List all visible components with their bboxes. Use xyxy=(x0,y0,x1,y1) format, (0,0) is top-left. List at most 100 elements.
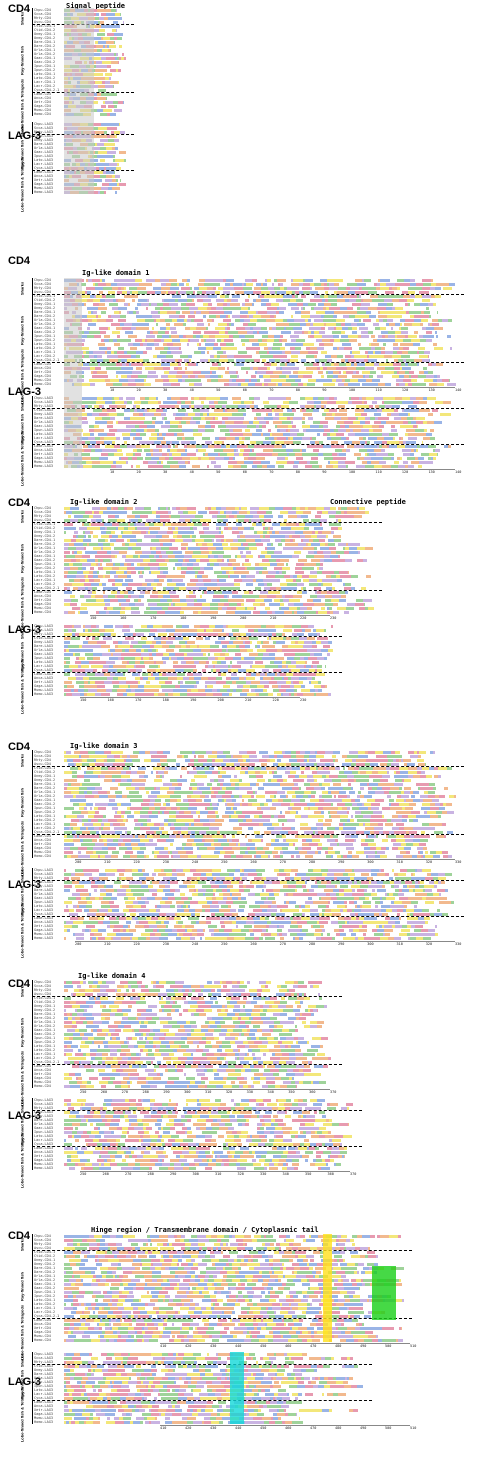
alignment-row: Lato-CD4-1 xyxy=(0,1298,480,1303)
sequence-residues xyxy=(64,648,333,653)
ruler-line xyxy=(160,1343,410,1344)
sequence-name: Mumu-LAG3 xyxy=(34,688,53,692)
sequence-residues xyxy=(64,1294,391,1299)
alignment-row: Lame-CD4 xyxy=(0,362,480,367)
sequence-residues xyxy=(64,1290,356,1295)
sequence-residues xyxy=(64,1126,329,1131)
group-divider xyxy=(32,1318,412,1319)
sequence-name: Cyca-CD4-2.1 xyxy=(34,1314,60,1318)
sequence-name: Lato-CD4-1 xyxy=(34,1044,56,1048)
sequence-name: Anca-CD4 xyxy=(34,838,51,842)
alignment-row: Xetr-LAG3 xyxy=(0,680,480,685)
alignment-row: Ascu-CD4 xyxy=(0,518,480,523)
sequence-name: Gaac-CD4-1 xyxy=(34,798,56,802)
ruler-tick-label: 20 xyxy=(136,388,141,392)
ruler-tick-label: 260 xyxy=(100,1090,108,1094)
sequence-residues xyxy=(64,900,454,905)
sequence-residues xyxy=(64,1000,303,1005)
species-group-bracket: Lobe-finned fish & Tetrapods xyxy=(14,1051,33,1106)
species-group-bracket: Sharks xyxy=(14,122,33,137)
ruler-tick-label: 50 xyxy=(216,388,221,392)
ruler-tick-label: 10 xyxy=(110,470,115,474)
sequence-residues xyxy=(64,1352,307,1357)
group-divider xyxy=(32,1110,362,1111)
alignment-row: Cyca-CD4-2.1 xyxy=(0,1314,480,1319)
sequence-residues xyxy=(64,374,448,379)
sequence-residues xyxy=(64,534,347,539)
sequence-name: Ctid-LAG3 xyxy=(34,636,53,640)
sequence-residues xyxy=(64,988,295,993)
alignment-row: Ipun-LAG3 xyxy=(0,656,480,661)
sequence-name: Lato-CD4-2 xyxy=(34,818,56,822)
sequence-name: Mumu-CD4 xyxy=(34,1334,51,1338)
sequence-residues xyxy=(64,456,436,461)
alignment-row: Chpu-LAG3 xyxy=(0,624,480,629)
ruler-tick-label: 370 xyxy=(350,1172,357,1176)
sequence-residues xyxy=(64,566,327,571)
alignment-row: Scca-LAG3 xyxy=(0,1102,480,1107)
sequence-residues xyxy=(64,932,438,937)
sequence-residues xyxy=(64,928,436,933)
alignment-row: Gaga-CD4 xyxy=(0,374,480,379)
species-group-bracket: Lobe-finned fish & Tetrapods xyxy=(14,1387,33,1442)
ruler-line xyxy=(80,1171,350,1172)
ruler-tick-label: 360 xyxy=(327,1172,334,1176)
sequence-name: Gaac-LAG3 xyxy=(34,1126,53,1130)
alignment-row: Lame-LAG3 xyxy=(0,1146,480,1151)
alignment-row: Ascu-CD4 xyxy=(0,290,480,295)
alignment-row: Homo-LAG3 xyxy=(0,1420,480,1425)
alignment-row: Mumu-CD4 xyxy=(0,1334,480,1339)
sequence-name: Lato-CD4-2 xyxy=(34,574,56,578)
sequence-residues xyxy=(64,1076,305,1081)
sequence-name: Lato-LAG3 xyxy=(34,1388,53,1392)
alignment-row: Lacr-CD4-1 xyxy=(0,1052,480,1057)
ruler-tick-label: 470 xyxy=(310,1426,317,1430)
sequence-name: Gaga-CD4 xyxy=(34,1330,51,1334)
species-group-bracket: Ray-finned fish xyxy=(14,134,33,170)
alignment-row: Ipun-CD4-1 xyxy=(0,806,480,811)
alignment-row: Cyca-LAG3 xyxy=(0,1396,480,1401)
sequence-residues xyxy=(64,362,443,367)
sequence-name: Mumu-LAG3 xyxy=(34,460,53,464)
ig-domain-4-panel: CD4 Ig-like domain 4 LAG-3 Sharks Chpu-CD… xyxy=(0,970,480,1200)
sequence-name: Ipun-CD4-2 xyxy=(34,810,56,814)
ruler-tick-label: 170 xyxy=(150,616,157,620)
alignment-row: Chpu-LAG3 xyxy=(0,1098,480,1103)
sequence-name: Gaac-CD4-1 xyxy=(34,1028,56,1032)
sequence-residues xyxy=(64,278,433,283)
cd4-label: CD4 xyxy=(8,1230,31,1242)
alignment-row: Ctid-LAG3 xyxy=(0,880,480,885)
sequence-residues xyxy=(64,1416,300,1421)
section-title-ig-domain-3: Ig-like domain 3 xyxy=(70,742,138,750)
alignment-row: Ascu-CD4 xyxy=(0,20,480,25)
ruler-tick-label: 360 xyxy=(309,1090,316,1094)
sequence-name: Mumu-CD4 xyxy=(34,606,51,610)
sequence-residues xyxy=(64,20,124,25)
sequence-name: Ipun-LAG3 xyxy=(34,1384,53,1388)
sequence-name: Lame-CD4 xyxy=(34,92,51,96)
sequence-name: Gaac-CD4-1 xyxy=(34,1282,56,1286)
alignment-row: Gaac-CD4-1 xyxy=(0,56,480,61)
alignment-row: Cyca-LAG3 xyxy=(0,668,480,673)
species-group-bracket: Lobe-finned fish & Tetrapods xyxy=(14,1133,33,1188)
alignment-row: Cyca-LAG3 xyxy=(0,912,480,917)
alignment-row: Ctid-CD4-1 xyxy=(0,522,480,527)
sequence-name: Xetr-CD4 xyxy=(34,370,51,374)
species-group-bracket: Ray-finned fish xyxy=(14,880,33,916)
alignment-row: Gaga-LAG3 xyxy=(0,684,480,689)
sequence-name: Gaac-LAG3 xyxy=(34,652,53,656)
alignment-row: Chpu-CD4 xyxy=(0,1234,480,1239)
sequence-name: Cyca-LAG3 xyxy=(34,166,53,170)
alignment-row: Scca-LAG3 xyxy=(0,628,480,633)
alignment-row: Chpu-LAG3 xyxy=(0,396,480,401)
sequence-name: Ctid-CD4-1 xyxy=(34,24,56,28)
sequence-name: Anca-LAG3 xyxy=(34,676,53,680)
section-title-ig-domain-2: Ig-like domain 2 xyxy=(70,498,138,506)
sequence-name: Chpu-CD4 xyxy=(34,750,51,754)
sequence-name: Homo-LAG3 xyxy=(34,1166,53,1170)
sequence-residues xyxy=(64,846,427,851)
sequence-residues xyxy=(64,1266,404,1271)
sequence-residues xyxy=(64,834,446,839)
sequence-name: Scca-CD4 xyxy=(34,510,51,514)
alignment-row: Gaac-CD4-1 xyxy=(0,1028,480,1033)
